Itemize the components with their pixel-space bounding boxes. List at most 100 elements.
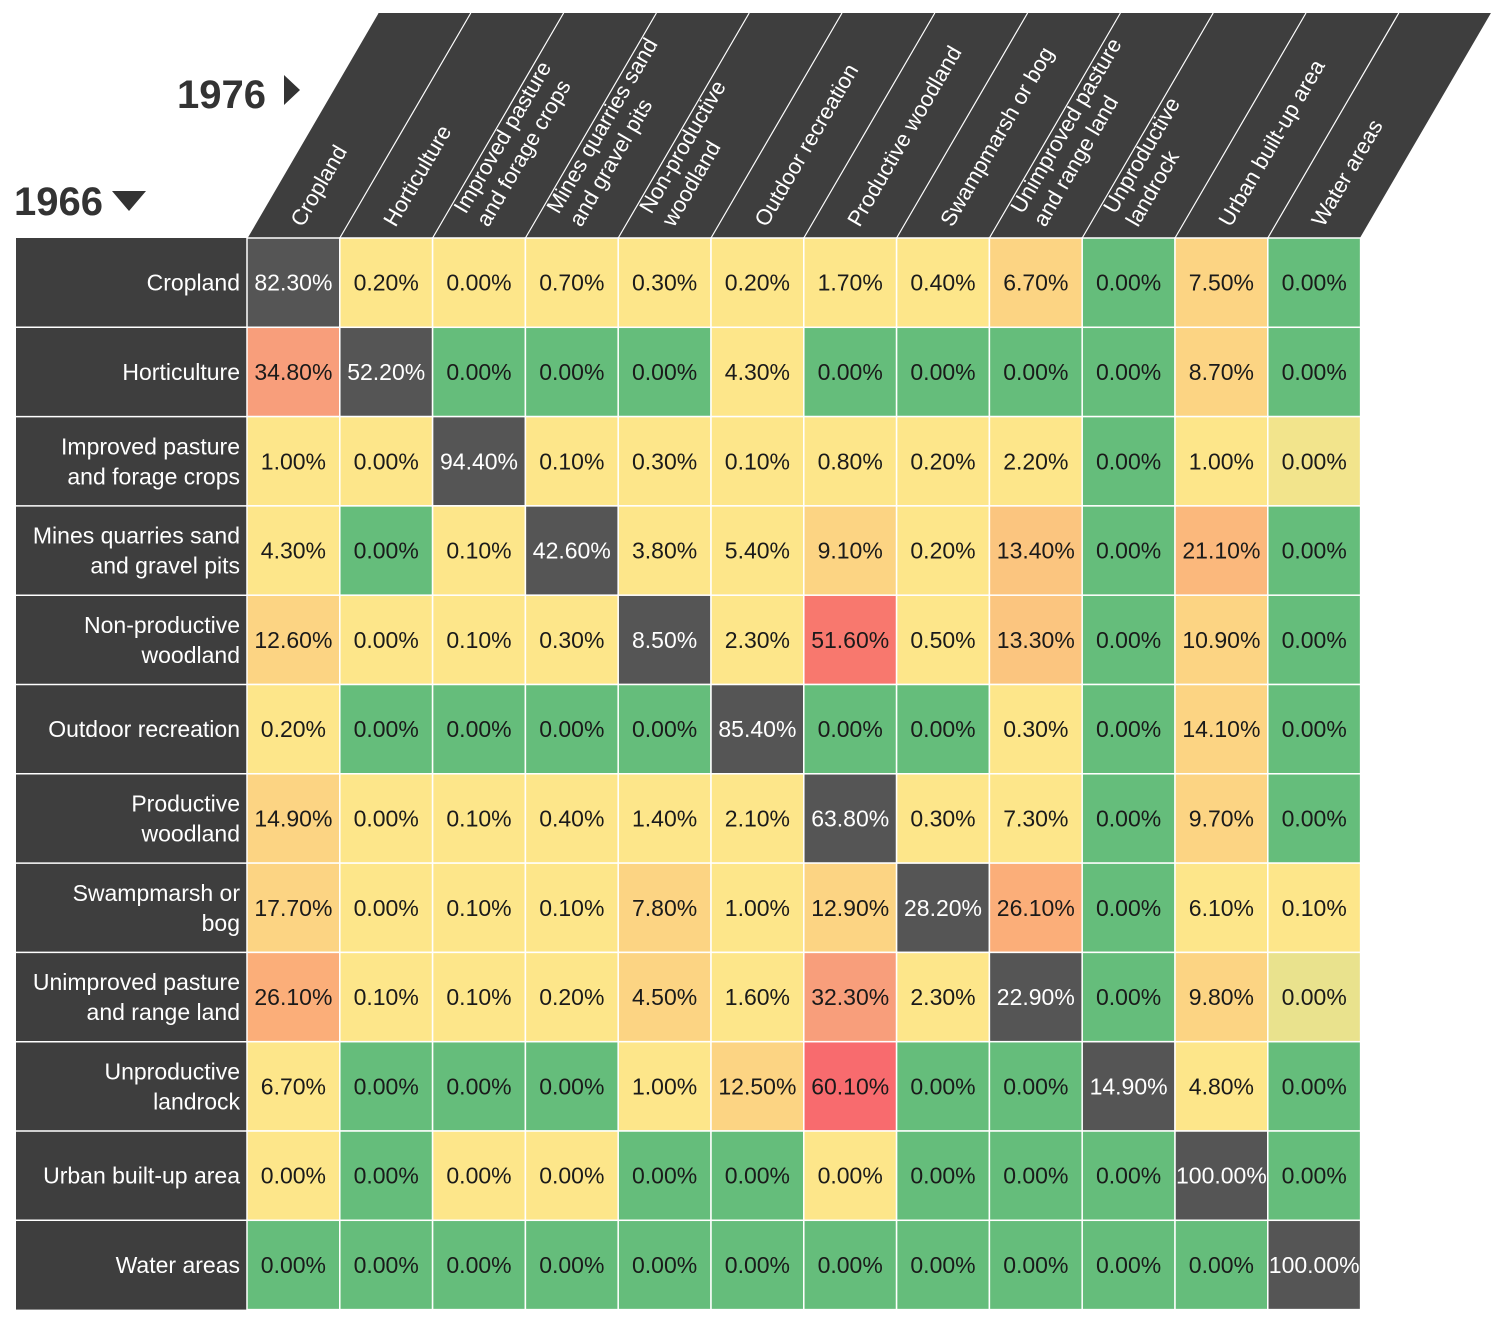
cell-value-label: 51.60% bbox=[811, 627, 889, 653]
cell-value-label: 42.60% bbox=[533, 538, 611, 564]
cell-value-label: 1.60% bbox=[725, 984, 790, 1010]
cell-value-label: 0.00% bbox=[818, 1252, 883, 1278]
column-axis-title: 1976 bbox=[177, 73, 300, 117]
column-divider bbox=[1081, 12, 1214, 239]
heatmap-cell bbox=[524, 683, 619, 775]
row-label: woodland bbox=[141, 642, 240, 668]
heatmap-cell bbox=[617, 594, 712, 686]
cell-value-label: 60.10% bbox=[811, 1073, 889, 1099]
cell-value-label: 0.00% bbox=[354, 1073, 419, 1099]
heatmap-cell bbox=[524, 415, 619, 507]
cell-value-label: 0.00% bbox=[446, 1252, 511, 1278]
cell-value-label: 8.70% bbox=[1189, 359, 1254, 385]
cell-value-label: 8.50% bbox=[632, 627, 697, 653]
heatmap-cell bbox=[895, 1130, 991, 1222]
cell-value-label: 0.00% bbox=[354, 1252, 419, 1278]
cell-value-label: 0.10% bbox=[354, 984, 419, 1010]
cell-value-label: 0.00% bbox=[1003, 1163, 1068, 1189]
cell-value-label: 28.20% bbox=[904, 895, 982, 921]
cell-value-label: 17.70% bbox=[254, 895, 332, 921]
heatmap-cell bbox=[339, 1219, 434, 1311]
cell-value-label: 0.00% bbox=[354, 448, 419, 474]
cell-value-label: 1.00% bbox=[1189, 448, 1254, 474]
heatmap-cell bbox=[1174, 326, 1269, 418]
cell-value-label: 0.00% bbox=[446, 716, 511, 742]
heatmap-cell bbox=[524, 1219, 619, 1311]
cell-value-label: 0.80% bbox=[818, 448, 883, 474]
cell-value-label: 7.50% bbox=[1189, 270, 1254, 296]
cell-value-label: 0.00% bbox=[1282, 716, 1347, 742]
column-divider bbox=[1174, 12, 1307, 239]
heatmap-cell bbox=[617, 1040, 712, 1132]
cell-value-label: 14.10% bbox=[1182, 716, 1260, 742]
cell-value-label: 0.50% bbox=[910, 627, 975, 653]
heatmap-cell bbox=[895, 1219, 991, 1311]
cell-value-label: 1.00% bbox=[632, 1073, 697, 1099]
cell-value-label: 0.00% bbox=[910, 1252, 975, 1278]
column-divider bbox=[246, 12, 379, 239]
heatmap-cell bbox=[246, 415, 341, 507]
cell-value-label: 0.00% bbox=[1096, 716, 1161, 742]
cell-value-label: 0.20% bbox=[354, 270, 419, 296]
cell-value-label: 4.50% bbox=[632, 984, 697, 1010]
cell-value-label: 0.00% bbox=[1096, 448, 1161, 474]
cell-value-label: 0.00% bbox=[261, 1163, 326, 1189]
column-divider bbox=[524, 12, 657, 239]
cell-value-label: 0.00% bbox=[1282, 270, 1347, 296]
heatmap-cell bbox=[988, 594, 1083, 686]
heatmap-cell bbox=[431, 1219, 527, 1311]
heatmap-cell bbox=[339, 505, 434, 596]
cell-value-label: 0.00% bbox=[1096, 984, 1161, 1010]
cell-value-label: 26.10% bbox=[997, 895, 1075, 921]
cell-value-label: 0.00% bbox=[446, 1163, 511, 1189]
heatmap-cell bbox=[246, 1130, 341, 1222]
column-axis-year: 1976 bbox=[177, 73, 266, 117]
heatmap-cell bbox=[1081, 415, 1176, 507]
heatmap-cell bbox=[339, 415, 434, 507]
cell-value-label: 12.60% bbox=[254, 627, 332, 653]
cell-value-label: 0.00% bbox=[632, 359, 697, 385]
row-label: Mines quarries sand bbox=[33, 523, 240, 549]
cell-value-label: 94.40% bbox=[440, 448, 518, 474]
heatmap-cell bbox=[524, 505, 619, 596]
cell-value-label: 0.00% bbox=[1282, 805, 1347, 831]
heatmap-cell bbox=[1267, 951, 1362, 1043]
row-label: Unproductive bbox=[104, 1058, 240, 1084]
cell-value-label: 2.30% bbox=[725, 627, 790, 653]
cell-value-label: 85.40% bbox=[718, 716, 796, 742]
heatmap-cell bbox=[895, 326, 991, 418]
cell-value-label: 0.00% bbox=[1282, 984, 1347, 1010]
cell-value-label: 0.30% bbox=[539, 627, 604, 653]
cell-value-label: 0.30% bbox=[1003, 716, 1068, 742]
cell-value-label: 0.40% bbox=[539, 805, 604, 831]
heatmap-cell bbox=[710, 1040, 805, 1132]
cell-value-label: 4.30% bbox=[725, 359, 790, 385]
cell-value-label: 0.00% bbox=[1003, 1252, 1068, 1278]
cell-value-label: 0.10% bbox=[725, 448, 790, 474]
heatmap-cell bbox=[710, 862, 805, 954]
row-header: Cropland Horticulture Improved pasture and … bbox=[16, 238, 247, 1310]
heatmap-cell bbox=[895, 951, 991, 1043]
heatmap-cell bbox=[803, 505, 898, 596]
cell-value-label: 0.00% bbox=[1096, 1252, 1161, 1278]
row-label: Unimproved pasture bbox=[33, 969, 240, 995]
row-label: Non-productive bbox=[84, 612, 240, 638]
cell-value-label: 0.30% bbox=[632, 270, 697, 296]
heatmap-cell bbox=[988, 1219, 1083, 1311]
cell-value-label: 1.00% bbox=[261, 448, 326, 474]
cell-value-label: 0.00% bbox=[446, 270, 511, 296]
heatmap-cell bbox=[988, 415, 1083, 507]
heatmap-cell bbox=[803, 683, 898, 775]
cell-value-label: 0.00% bbox=[1282, 538, 1347, 564]
column-divider bbox=[710, 12, 843, 239]
cell-value-label: 0.10% bbox=[1282, 895, 1347, 921]
row-label: Cropland bbox=[147, 270, 240, 296]
cell-value-label: 0.00% bbox=[632, 1252, 697, 1278]
cell-value-label: 100.00% bbox=[1176, 1163, 1267, 1189]
cell-value-label: 7.80% bbox=[632, 895, 697, 921]
heatmap-cell bbox=[710, 594, 805, 686]
heatmap-cell bbox=[1081, 237, 1176, 329]
row-axis-year: 1966 bbox=[14, 180, 103, 224]
heatmap-cell bbox=[339, 951, 434, 1043]
